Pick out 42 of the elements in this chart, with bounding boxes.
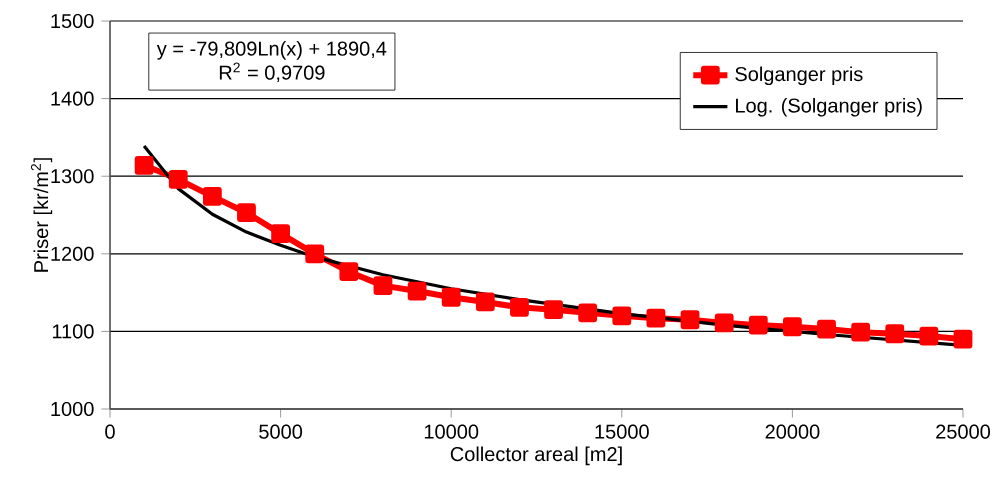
x-tick-label: 15000 — [595, 424, 649, 439]
point — [441, 287, 461, 307]
point — [544, 300, 563, 320]
x-tick-label: 20000 — [765, 424, 820, 439]
x-tick-label: 5000 — [259, 424, 303, 439]
point — [168, 169, 188, 189]
y-tick-label: 1100 — [52, 324, 94, 339]
point — [680, 310, 700, 330]
point — [885, 324, 905, 344]
point — [919, 326, 939, 346]
legend-label: Log. (Solganger pris) — [736, 97, 922, 117]
point — [817, 319, 836, 339]
x-tick-label: 10000 — [424, 424, 479, 439]
point — [748, 315, 768, 335]
point — [237, 203, 256, 223]
point — [953, 329, 973, 349]
point — [271, 224, 290, 244]
point — [339, 262, 359, 282]
point — [714, 313, 734, 333]
point — [851, 322, 871, 342]
y-tick-label: 1200 — [51, 246, 94, 261]
annotation: R$^{2}$ = 0,9709 — [219, 62, 325, 83]
legend-label: Solganger pris — [735, 66, 863, 86]
y-tick-label: 1300 — [51, 169, 94, 184]
annotation: y = -79,809Ln(x) + 1890,4 — [156, 41, 387, 60]
y-tick-label: 1400 — [51, 91, 94, 106]
x-axis-title: Collector areal [m2] — [450, 446, 622, 466]
point — [578, 303, 598, 323]
point — [783, 317, 802, 337]
point — [407, 281, 427, 301]
x-tick-label: 0 — [105, 424, 115, 439]
point — [510, 297, 529, 317]
point — [475, 292, 495, 312]
y-tick-label: 1500 — [51, 13, 94, 29]
y-tick-label: 1000 — [51, 401, 94, 417]
point — [134, 155, 154, 175]
point — [305, 244, 325, 264]
point — [202, 186, 222, 206]
x-tick-label: 25000 — [936, 424, 991, 439]
point — [612, 306, 632, 326]
point — [646, 308, 666, 328]
point — [373, 276, 393, 296]
